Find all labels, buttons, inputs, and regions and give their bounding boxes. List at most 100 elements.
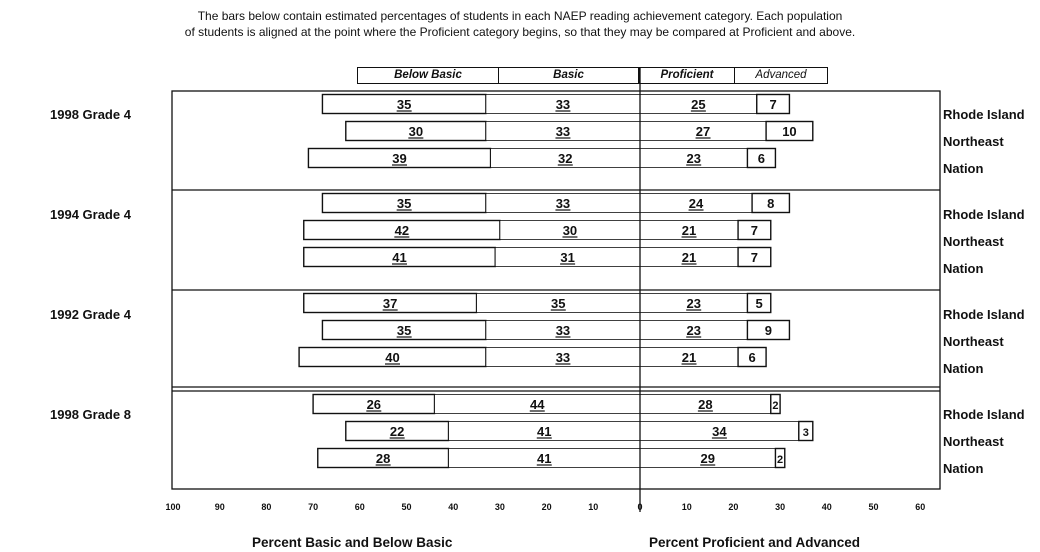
label-basic: 33 — [556, 124, 570, 139]
x-tick-label: 40 — [448, 502, 458, 512]
label-proficient: 21 — [682, 223, 696, 238]
label-basic: 41 — [537, 424, 551, 439]
label-advanced: 7 — [751, 223, 758, 238]
label-below-basic: 28 — [376, 451, 390, 466]
row-label-nation: Nation — [943, 261, 984, 276]
bar-advanced — [770, 393, 781, 415]
label-basic: 41 — [537, 451, 551, 466]
x-tick-label: 60 — [915, 502, 925, 512]
label-proficient: 21 — [682, 350, 696, 365]
bar-advanced — [746, 319, 791, 341]
legend-basic: Basic — [498, 67, 639, 84]
label-below-basic: 41 — [392, 250, 406, 265]
label-advanced: 7 — [751, 250, 758, 265]
group-label-1994-grade-4: 1994 Grade 4 — [50, 207, 131, 222]
label-below-basic: 35 — [397, 323, 411, 338]
left-axis-title: Percent Basic and Below Basic — [252, 535, 453, 550]
label-basic: 33 — [556, 196, 570, 211]
row-label-nation: Nation — [943, 161, 984, 176]
label-below-basic: 26 — [367, 397, 381, 412]
bar-advanced — [737, 346, 767, 368]
label-advanced: 3 — [803, 427, 809, 439]
row-label-northeast: Northeast — [943, 234, 1004, 249]
legend-below-basic: Below Basic — [357, 67, 499, 84]
label-advanced: 8 — [767, 196, 774, 211]
label-below-basic: 40 — [385, 350, 399, 365]
bar-advanced — [798, 420, 814, 442]
label-basic: 35 — [551, 296, 565, 311]
bar-advanced — [746, 292, 772, 314]
label-below-basic: 35 — [397, 97, 411, 112]
bar-advanced — [751, 192, 791, 214]
x-tick-label: 90 — [215, 502, 225, 512]
bar-advanced — [737, 219, 772, 241]
label-advanced: 9 — [765, 323, 772, 338]
label-proficient: 21 — [682, 250, 696, 265]
bar-advanced — [756, 93, 791, 115]
group-label-1998-grade-8: 1998 Grade 8 — [50, 407, 131, 422]
x-tick-label: 50 — [401, 502, 411, 512]
label-advanced: 6 — [748, 350, 755, 365]
x-tick-label: 10 — [682, 502, 692, 512]
group-label-1998-grade-4: 1998 Grade 4 — [50, 107, 131, 122]
label-below-basic: 42 — [395, 223, 409, 238]
bar-advanced — [746, 147, 777, 169]
x-tick-label: 0 — [637, 502, 642, 512]
row-label-northeast: Northeast — [943, 134, 1004, 149]
label-below-basic: 30 — [409, 124, 423, 139]
label-proficient: 34 — [712, 424, 727, 439]
label-proficient: 25 — [691, 97, 705, 112]
row-label-northeast: Northeast — [943, 334, 1004, 349]
legend-proficient: Proficient — [639, 67, 735, 84]
x-tick-label: 20 — [728, 502, 738, 512]
row-label-nation: Nation — [943, 361, 984, 376]
label-proficient: 27 — [696, 124, 710, 139]
label-below-basic: 22 — [390, 424, 404, 439]
x-tick-label: 70 — [308, 502, 318, 512]
label-proficient: 23 — [686, 296, 700, 311]
row-label-nation: Nation — [943, 461, 984, 476]
x-tick-label: 80 — [261, 502, 271, 512]
x-tick-label: 10 — [588, 502, 598, 512]
row-label-rhode-island: Rhode Island — [943, 307, 1025, 322]
x-tick-label: 60 — [355, 502, 365, 512]
x-tick-label: 50 — [868, 502, 878, 512]
x-tick-label: 100 — [165, 502, 180, 512]
label-proficient: 28 — [698, 397, 712, 412]
x-tick-label: 20 — [542, 502, 552, 512]
legend-advanced: Advanced — [734, 67, 828, 84]
x-tick-label: 40 — [822, 502, 832, 512]
x-tick-label: 30 — [775, 502, 785, 512]
caption-line-2: of students is aligned at the point wher… — [184, 25, 856, 39]
label-advanced: 2 — [772, 400, 778, 412]
label-below-basic: 37 — [383, 296, 397, 311]
bar-advanced — [737, 246, 772, 268]
label-advanced: 7 — [769, 97, 776, 112]
right-axis-title: Percent Proficient and Advanced — [649, 535, 861, 550]
label-advanced: 6 — [758, 151, 765, 166]
x-tick-label: 30 — [495, 502, 505, 512]
label-proficient: 23 — [686, 323, 700, 338]
label-basic: 32 — [558, 151, 572, 166]
label-proficient: 29 — [700, 451, 714, 466]
caption-line-1: The bars below contain estimated percent… — [197, 9, 843, 23]
label-proficient: 23 — [686, 151, 700, 166]
label-proficient: 24 — [689, 196, 704, 211]
row-label-northeast: Northeast — [943, 434, 1004, 449]
bar-advanced — [774, 447, 786, 469]
label-advanced: 5 — [755, 296, 762, 311]
group-label-1992-grade-4: 1992 Grade 4 — [50, 307, 131, 322]
label-below-basic: 39 — [392, 151, 406, 166]
label-basic: 33 — [556, 323, 570, 338]
label-basic: 44 — [530, 397, 545, 412]
label-basic: 30 — [563, 223, 577, 238]
label-basic: 33 — [556, 350, 570, 365]
label-basic: 31 — [560, 250, 574, 265]
row-label-rhode-island: Rhode Island — [943, 207, 1025, 222]
label-basic: 33 — [556, 97, 570, 112]
label-advanced: 10 — [782, 124, 796, 139]
label-advanced: 2 — [777, 454, 783, 466]
row-label-rhode-island: Rhode Island — [943, 407, 1025, 422]
label-below-basic: 35 — [397, 196, 411, 211]
